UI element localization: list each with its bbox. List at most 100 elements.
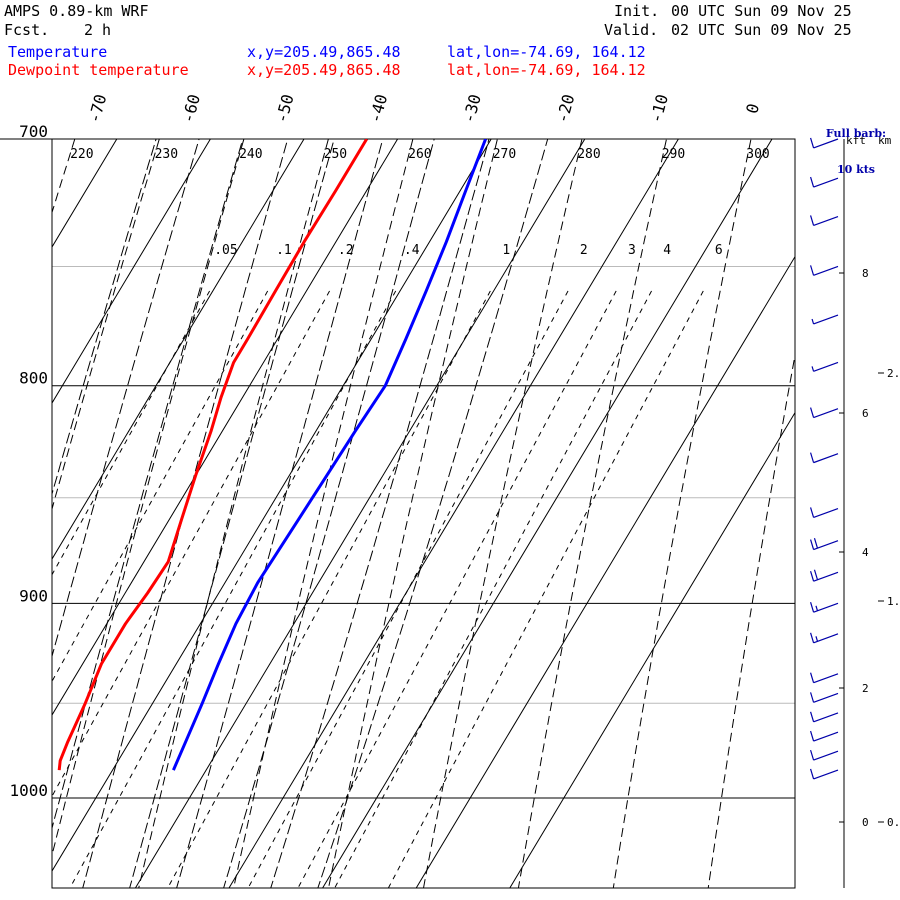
fcst-label: Fcst. <box>4 21 50 39</box>
isotherm-label: 0 <box>742 101 763 115</box>
legend-dewpoint-latlon: lat,lon=-74.69, 164.12 <box>447 61 646 79</box>
wind-barb-staff <box>813 361 839 372</box>
wind-barb-full-flag <box>809 749 815 761</box>
wind-barb-full-flag <box>809 507 815 518</box>
barb-key-line1: Full barb: <box>825 127 887 140</box>
wind-barb-full-flag <box>809 672 815 683</box>
dry-adiabat <box>233 139 414 888</box>
wind-barb <box>809 749 839 761</box>
wind-barb-full-flag <box>813 537 819 549</box>
wind-barb <box>809 452 839 464</box>
kft-tick-label: 0 <box>862 816 869 829</box>
dry-adiabat <box>517 139 668 888</box>
isotherm-line <box>228 139 679 888</box>
wind-barb-full-flag <box>809 407 815 418</box>
dry-adiabat <box>328 139 498 888</box>
dry-adiabat-label: 260 <box>408 147 431 162</box>
wind-barb-full-flag <box>809 265 815 276</box>
mixing-ratio-line <box>52 290 330 798</box>
isotherm-line <box>52 139 399 716</box>
major-pressure-lines <box>0 138 795 799</box>
wind-barb-full-flag <box>813 569 819 580</box>
mixing-ratio-lines <box>52 290 704 888</box>
isotherm-line <box>322 139 773 888</box>
wind-barb-staff <box>813 138 839 149</box>
wind-barb <box>809 711 839 723</box>
mixing-ratio-label: 3 <box>628 243 636 258</box>
dry-adiabat <box>138 139 329 888</box>
dry-adiabat <box>612 139 752 888</box>
wind-barb-half-flag <box>811 318 815 325</box>
wind-barb-half-flag <box>811 366 815 372</box>
wind-barb-full-flag <box>809 711 815 722</box>
init-label: Init. <box>614 2 660 20</box>
pressure-tick-label: 1000 <box>9 781 48 800</box>
isotherm-line <box>52 139 305 560</box>
mixing-ratio-line <box>387 290 704 888</box>
moist-adiabat <box>52 139 200 659</box>
wind-barb-staff <box>813 731 839 742</box>
moist-adiabat <box>317 139 549 888</box>
mixing-ratio-line <box>297 290 617 888</box>
km-tick-label: 2. <box>887 367 900 380</box>
legend-temperature-name: Temperature <box>8 43 108 61</box>
isotherm-label: -60 <box>178 92 204 125</box>
wind-barb <box>809 730 839 742</box>
wind-barb-staff <box>813 673 839 684</box>
mixing-ratio-label: .4 <box>404 243 420 258</box>
wind-barb-staff <box>813 265 839 276</box>
dry-adiabat-label: 290 <box>662 147 685 162</box>
moist-adiabat <box>82 139 289 888</box>
legend-dewpoint-name: Dewpoint temperature <box>8 61 189 79</box>
wind-barb-staff <box>813 769 839 780</box>
pressure-tick-label: 700 <box>19 122 48 141</box>
wind-barb-full-flag <box>809 768 815 780</box>
wind-barb <box>809 507 839 519</box>
wind-barb <box>811 314 839 325</box>
wind-barb-staff <box>813 215 839 226</box>
moist-adiabat <box>176 139 384 888</box>
legend-temperature-xy: x,y=205.49,865.48 <box>247 43 401 61</box>
wind-barb <box>809 672 839 684</box>
wind-barb-full-flag <box>809 730 815 742</box>
kft-tick-label: 6 <box>862 407 869 420</box>
wind-barb-staff <box>813 712 839 723</box>
km-label: km <box>878 134 892 147</box>
dry-adiabat <box>896 112 900 900</box>
legend-dewpoint-xy: x,y=205.49,865.48 <box>247 61 401 79</box>
isotherm-label: -40 <box>365 92 391 125</box>
legend-temperature-latlon: lat,lon=-74.69, 164.12 <box>447 43 646 61</box>
mixing-ratio-label: .05 <box>214 243 237 258</box>
wind-barb <box>809 407 839 419</box>
moist-adiabat <box>223 139 435 888</box>
dry-adiabat-label: 240 <box>239 147 262 162</box>
wind-barb-full-flag <box>809 176 815 188</box>
wind-barb-full-flag <box>809 452 815 463</box>
pressure-tick-label: 900 <box>19 586 48 605</box>
wind-barb <box>809 265 839 276</box>
profiles <box>57 139 488 771</box>
dry-adiabat <box>52 139 245 858</box>
mixing-ratio-line <box>167 290 491 888</box>
dry-adiabats <box>52 112 900 900</box>
wind-barb <box>811 361 839 372</box>
wind-barb-staff <box>813 602 839 613</box>
wind-barb-staff <box>813 177 839 188</box>
dry-adiabat-label: 280 <box>577 147 600 162</box>
moist-adiabats <box>52 139 549 888</box>
temperature-line <box>172 139 488 771</box>
wind-barb-staff <box>813 571 839 582</box>
pressure-tick-label: 800 <box>19 369 48 388</box>
isotherms <box>52 139 795 888</box>
wind-barb <box>809 215 839 226</box>
minor-pressure-lines <box>52 265 795 704</box>
wind-barb-half-flag <box>815 636 819 642</box>
moist-adiabat <box>129 139 335 888</box>
height-axis: kft km 0 2 4 6 8 0. 1. 2. <box>839 134 900 888</box>
mixing-ratio-label: 6 <box>715 243 723 258</box>
kft-tick-label: 4 <box>862 546 869 559</box>
mixing-ratio-label: 2 <box>580 243 588 258</box>
isotherm-label: -30 <box>459 92 485 125</box>
mixing-ratio-label: 4 <box>663 243 671 258</box>
mixing-ratio-line <box>69 290 397 888</box>
